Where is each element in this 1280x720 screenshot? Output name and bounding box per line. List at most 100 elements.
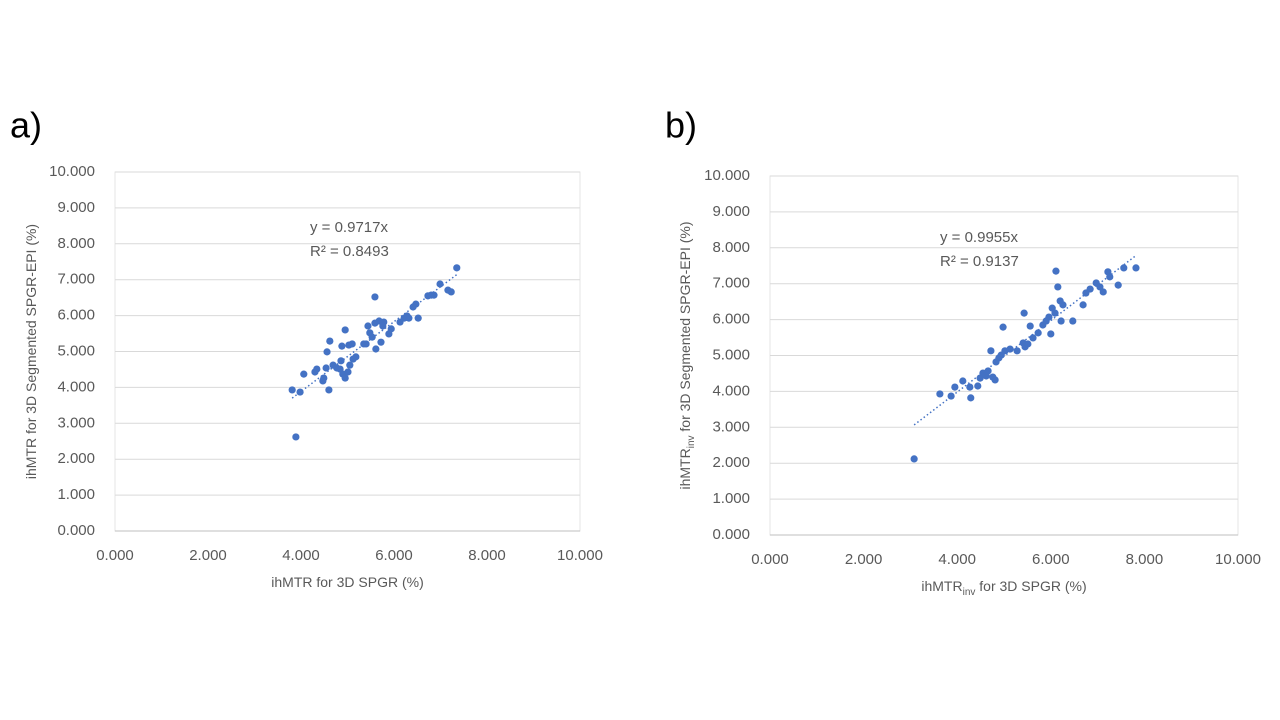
- data-point: [959, 377, 967, 385]
- y-axis-title-part: ihMTR: [677, 448, 693, 489]
- y-axis-title-part: inv: [686, 435, 697, 448]
- x-tick-label: 4.000: [282, 547, 320, 564]
- data-point: [341, 326, 349, 334]
- data-point: [348, 340, 356, 348]
- data-point: [326, 337, 334, 345]
- y-axis-title-part: ihMTR for 3D Segmented SPGR-EPI (%): [23, 224, 39, 479]
- data-point: [1099, 288, 1107, 296]
- data-point: [368, 333, 376, 341]
- data-point: [1034, 329, 1042, 337]
- data-point: [1106, 273, 1114, 281]
- y-axis-title: ihMTRinv for 3D Segmented SPGR-EPI (%): [677, 222, 697, 490]
- data-point: [341, 374, 349, 382]
- data-point: [346, 361, 354, 369]
- data-point: [405, 314, 413, 322]
- data-point: [1054, 283, 1062, 291]
- data-point: [1051, 309, 1059, 317]
- data-point: [974, 382, 982, 390]
- trend-r-squared: R² = 0.9137: [940, 253, 1019, 270]
- data-point: [1024, 340, 1032, 348]
- data-point: [1045, 313, 1053, 321]
- x-tick-label: 10.000: [557, 547, 603, 564]
- x-tick-label: 0.000: [96, 547, 134, 564]
- y-tick-label: 9.000: [57, 199, 95, 216]
- data-point: [1013, 347, 1021, 355]
- data-point: [414, 314, 422, 322]
- data-point: [364, 322, 372, 330]
- data-point: [436, 280, 444, 288]
- data-point: [1047, 330, 1055, 338]
- data-point: [1079, 301, 1087, 309]
- data-point: [1059, 301, 1067, 309]
- y-axis-title-part: for 3D Segmented SPGR-EPI (%): [677, 222, 693, 436]
- x-axis-title-part: ihMTR for 3D SPGR (%): [271, 574, 423, 590]
- x-tick-label: 0.000: [751, 551, 789, 568]
- y-axis-title: ihMTR for 3D Segmented SPGR-EPI (%): [23, 224, 39, 479]
- data-point: [300, 370, 308, 378]
- data-point: [412, 300, 420, 308]
- x-tick-label: 6.000: [375, 547, 413, 564]
- y-tick-label: 5.000: [712, 346, 750, 363]
- y-tick-label: 3.000: [712, 418, 750, 435]
- y-tick-label: 2.000: [712, 454, 750, 471]
- data-point: [338, 342, 346, 350]
- x-axis-title: ihMTR for 3D SPGR (%): [271, 574, 423, 590]
- data-point: [991, 376, 999, 384]
- data-point: [447, 288, 455, 296]
- x-tick-label: 6.000: [1032, 551, 1070, 568]
- trend-r-squared: R² = 0.8493: [310, 243, 389, 260]
- x-tick-label: 8.000: [468, 547, 506, 564]
- data-point: [1069, 317, 1077, 325]
- data-point: [910, 455, 918, 463]
- x-tick-label: 8.000: [1126, 551, 1164, 568]
- data-point: [987, 347, 995, 355]
- data-point: [453, 264, 461, 272]
- data-point: [936, 390, 944, 398]
- data-point: [387, 325, 395, 333]
- y-tick-label: 8.000: [57, 235, 95, 252]
- y-tick-label: 10.000: [49, 163, 95, 180]
- y-tick-label: 0.000: [57, 522, 95, 539]
- data-point: [1029, 334, 1037, 342]
- y-tick-label: 1.000: [712, 490, 750, 507]
- data-point: [966, 383, 974, 391]
- x-tick-label: 4.000: [938, 551, 976, 568]
- data-point: [1006, 345, 1014, 353]
- data-point: [1086, 285, 1094, 293]
- data-point: [313, 365, 321, 373]
- x-axis-title-part: ihMTR: [921, 578, 962, 594]
- x-tick-label: 2.000: [189, 547, 227, 564]
- y-tick-label: 8.000: [712, 239, 750, 256]
- y-tick-label: 0.000: [712, 526, 750, 543]
- y-tick-label: 10.000: [704, 167, 750, 184]
- data-point: [1057, 317, 1065, 325]
- x-axis-title-part: for 3D SPGR (%): [975, 578, 1086, 594]
- data-point: [947, 392, 955, 400]
- data-point: [1120, 264, 1128, 272]
- data-point: [292, 433, 300, 441]
- data-point: [323, 348, 331, 356]
- x-tick-label: 2.000: [845, 551, 883, 568]
- y-tick-label: 2.000: [57, 450, 95, 467]
- panel-label: a): [10, 105, 42, 146]
- data-point: [344, 368, 352, 376]
- data-point: [320, 374, 328, 382]
- data-point: [352, 353, 360, 361]
- x-axis-title: ihMTRinv for 3D SPGR (%): [921, 578, 1086, 598]
- y-tick-label: 7.000: [57, 271, 95, 288]
- data-point: [296, 388, 304, 396]
- data-point: [325, 386, 333, 394]
- y-tick-label: 4.000: [57, 378, 95, 395]
- trend-equation: y = 0.9717x: [310, 219, 388, 236]
- trend-equation: y = 0.9955x: [940, 229, 1018, 246]
- y-tick-label: 4.000: [712, 382, 750, 399]
- panel-label: b): [665, 105, 697, 146]
- data-point: [380, 318, 388, 326]
- x-tick-label: 10.000: [1215, 551, 1261, 568]
- data-point: [288, 386, 296, 394]
- data-point: [377, 338, 385, 346]
- y-tick-label: 5.000: [57, 342, 95, 359]
- x-axis-title-part: inv: [963, 587, 976, 598]
- data-point: [1114, 281, 1122, 289]
